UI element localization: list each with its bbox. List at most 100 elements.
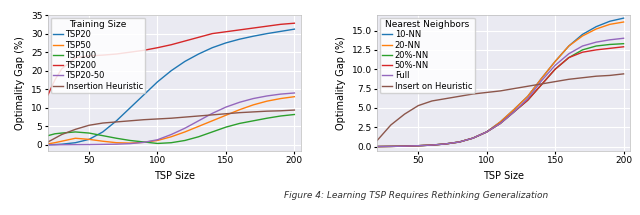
20%-NN: [380, 145, 388, 148]
50%-NN: [401, 145, 408, 147]
20-NN: [483, 131, 490, 133]
Insert on Heuristic: [524, 85, 532, 88]
Insert on Heuristic: [483, 91, 490, 94]
10-NN: [579, 33, 586, 36]
20%-NN: [524, 99, 532, 101]
10-NN: [387, 145, 395, 148]
Insertion Heuristic: [250, 111, 257, 113]
Insert on Heuristic: [387, 124, 395, 126]
Insert on Heuristic: [428, 100, 436, 102]
Insertion Heuristic: [195, 115, 202, 117]
10-NN: [497, 121, 504, 123]
20%-NN: [538, 83, 545, 86]
Insert on Heuristic: [538, 83, 545, 85]
Full: [538, 80, 545, 82]
Line: Full: Full: [377, 38, 623, 147]
Line: TSP20-50: TSP20-50: [48, 93, 294, 145]
TSP100: [222, 126, 230, 128]
20%-NN: [401, 145, 408, 147]
10-NN: [373, 145, 381, 148]
20-NN: [510, 108, 518, 111]
50%-NN: [442, 143, 449, 145]
Insertion Heuristic: [99, 122, 107, 124]
Line: TSP50: TSP50: [48, 97, 294, 144]
TSP20-50: [195, 120, 202, 122]
TSP50: [58, 140, 65, 143]
TSP100: [154, 142, 161, 145]
20%-NN: [510, 111, 518, 113]
TSP20: [181, 60, 189, 63]
TSP100: [236, 122, 243, 125]
TSP20-50: [44, 144, 52, 146]
TSP200: [113, 53, 120, 55]
TSP50: [51, 141, 59, 144]
Full: [380, 145, 388, 148]
TSP100: [99, 134, 107, 137]
TSP20: [250, 35, 257, 37]
10-NN: [565, 45, 573, 47]
50%-NN: [565, 56, 573, 59]
Insertion Heuristic: [236, 111, 243, 114]
Insertion Heuristic: [181, 116, 189, 118]
Full: [565, 52, 573, 55]
TSP20: [291, 28, 298, 31]
TSP50: [263, 100, 271, 102]
Insertion Heuristic: [58, 133, 65, 136]
TSP20-50: [209, 112, 216, 115]
TSP100: [277, 115, 285, 117]
Insertion Heuristic: [51, 137, 59, 140]
TSP200: [126, 51, 134, 54]
50%-NN: [415, 144, 422, 147]
TSP50: [126, 142, 134, 144]
50%-NN: [428, 144, 436, 146]
TSP20: [222, 41, 230, 44]
20%-NN: [442, 143, 449, 145]
TSP50: [277, 97, 285, 100]
Full: [606, 38, 614, 41]
20-NN: [401, 145, 408, 147]
20-NN: [551, 60, 559, 63]
TSP50: [113, 141, 120, 144]
TSP100: [195, 135, 202, 138]
10-NN: [620, 17, 627, 19]
TSP100: [85, 132, 93, 134]
TSP20-50: [250, 97, 257, 100]
10-NN: [401, 145, 408, 147]
20-NN: [428, 144, 436, 146]
TSP20: [44, 143, 52, 146]
Full: [593, 41, 600, 43]
TSP20-50: [126, 142, 134, 145]
TSP100: [250, 120, 257, 122]
20-NN: [456, 141, 463, 143]
20%-NN: [373, 145, 381, 148]
Legend: TSP20, TSP50, TSP100, TSP200, TSP20-50, Insertion Heuristic: TSP20, TSP50, TSP100, TSP200, TSP20-50, …: [51, 18, 145, 93]
Line: TSP20: TSP20: [48, 29, 294, 145]
Line: TSP200: TSP200: [48, 23, 294, 95]
20%-NN: [593, 45, 600, 47]
20-NN: [620, 21, 627, 23]
Y-axis label: Optimality Gap (%): Optimality Gap (%): [15, 36, 26, 130]
TSP100: [291, 113, 298, 116]
50%-NN: [469, 137, 477, 139]
10-NN: [415, 144, 422, 147]
TSP20-50: [263, 95, 271, 97]
TSP100: [140, 141, 148, 143]
Insertion Heuristic: [154, 118, 161, 120]
Insert on Heuristic: [551, 80, 559, 83]
TSP200: [154, 46, 161, 49]
Full: [401, 145, 408, 147]
Insert on Heuristic: [497, 90, 504, 92]
TSP100: [209, 131, 216, 133]
TSP20: [277, 30, 285, 33]
Line: 50%-NN: 50%-NN: [377, 47, 623, 147]
20%-NN: [565, 56, 573, 59]
50%-NN: [483, 131, 490, 133]
Full: [456, 141, 463, 143]
TSP200: [195, 36, 202, 39]
50%-NN: [387, 145, 395, 148]
Full: [428, 144, 436, 146]
TSP100: [58, 132, 65, 134]
TSP20: [113, 120, 120, 122]
10-NN: [524, 95, 532, 98]
Insertion Heuristic: [72, 128, 79, 131]
